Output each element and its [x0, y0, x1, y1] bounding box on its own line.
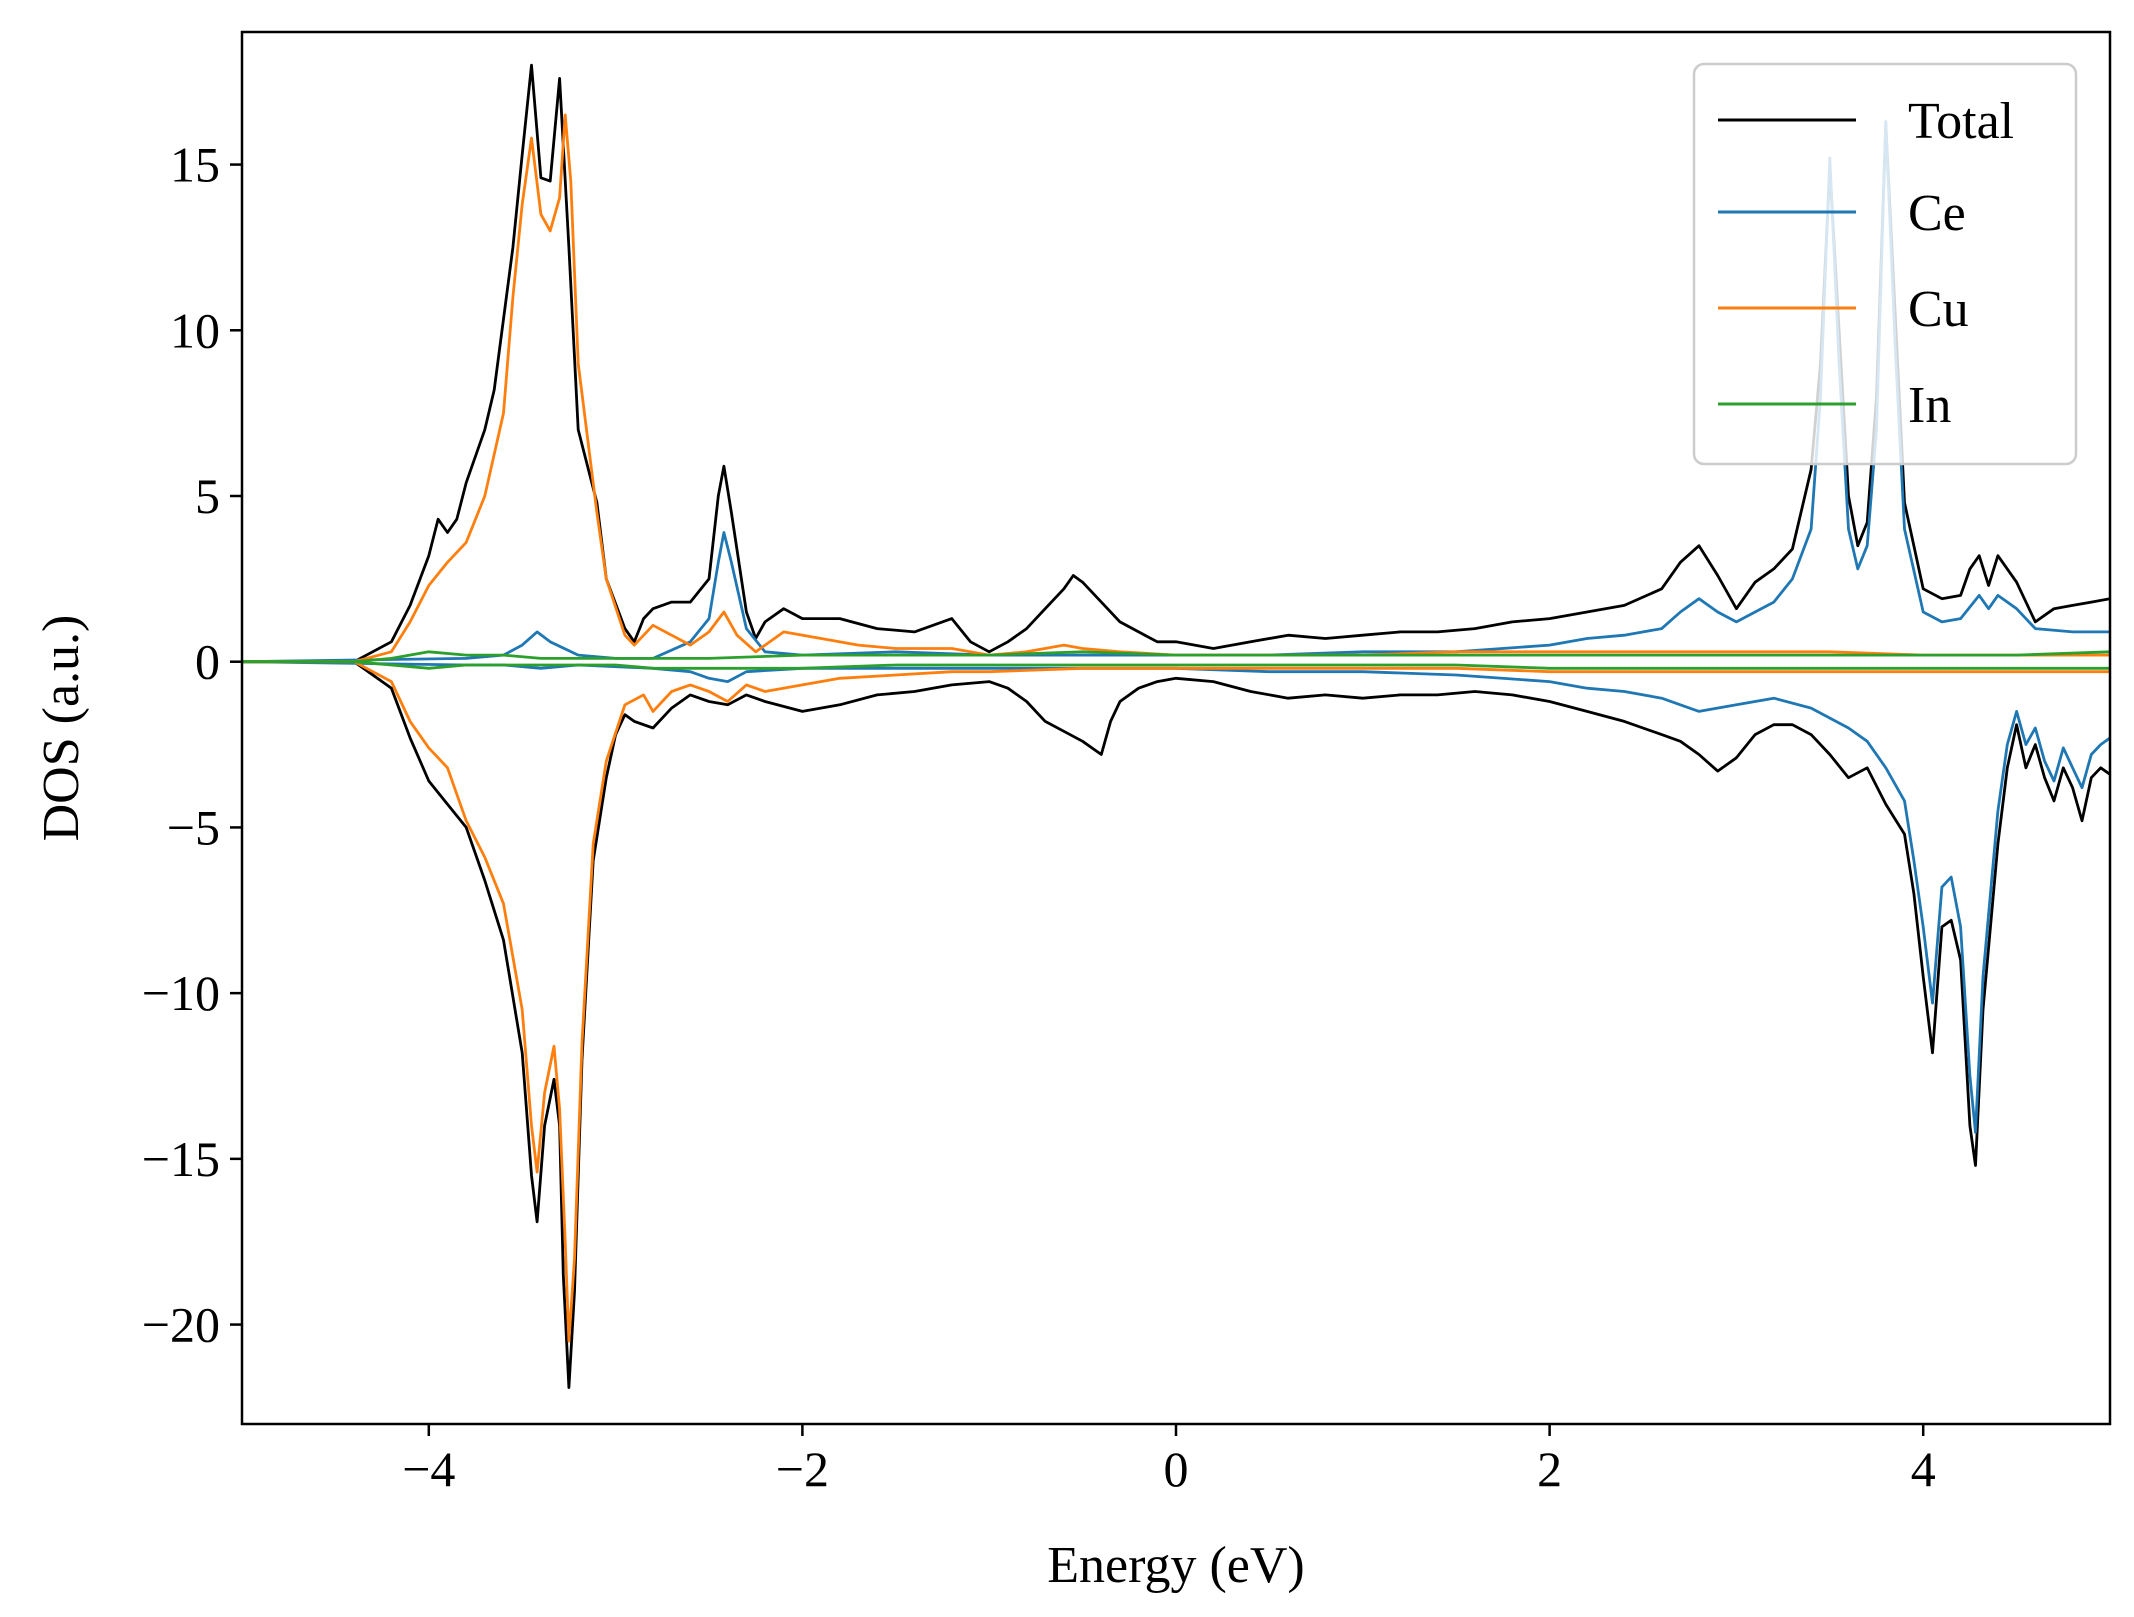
x-tick-label: 0 [1164, 1441, 1189, 1497]
y-axis-label: DOS (a.u.) [33, 615, 90, 842]
series-line-ce-up [242, 120, 2110, 664]
series-line-in-down [242, 660, 2110, 670]
y-tick-label: 5 [195, 468, 220, 524]
legend-label-total: Total [1908, 93, 2014, 150]
y-tick-label: −15 [142, 1131, 220, 1187]
x-tick-label: −2 [776, 1441, 829, 1497]
y-tick-label: −20 [142, 1297, 220, 1353]
series-line-total-down [242, 660, 2110, 1389]
x-tick-label: −4 [402, 1441, 455, 1497]
legend-label-cu: Cu [1908, 281, 1969, 338]
legend-label-in: In [1908, 377, 1951, 434]
x-axis-label: Energy (eV) [1047, 1537, 1305, 1594]
legend-box [1692, 62, 2078, 466]
series-line-ce-down [242, 660, 2110, 1134]
series-line-in-up [242, 650, 2110, 664]
legend-label-ce: Ce [1908, 185, 1966, 242]
legend: Total Ce Cu In [1692, 62, 2078, 466]
series-layer [242, 63, 2110, 1389]
y-tick-label: 15 [170, 137, 220, 193]
y-tick-label: −10 [142, 965, 220, 1021]
x-tick-label: 4 [1911, 1441, 1936, 1497]
y-tick-label: −5 [167, 799, 220, 855]
y-tick-label: 10 [170, 302, 220, 358]
y-tick-label: 0 [195, 634, 220, 690]
y-axis: −20 −15 −10 −5 0 5 10 15 [142, 137, 242, 1353]
x-axis: −4 −2 0 2 4 [402, 1424, 1936, 1497]
series-line-cu-down [242, 660, 2110, 1343]
x-tick-label: 2 [1537, 1441, 1562, 1497]
